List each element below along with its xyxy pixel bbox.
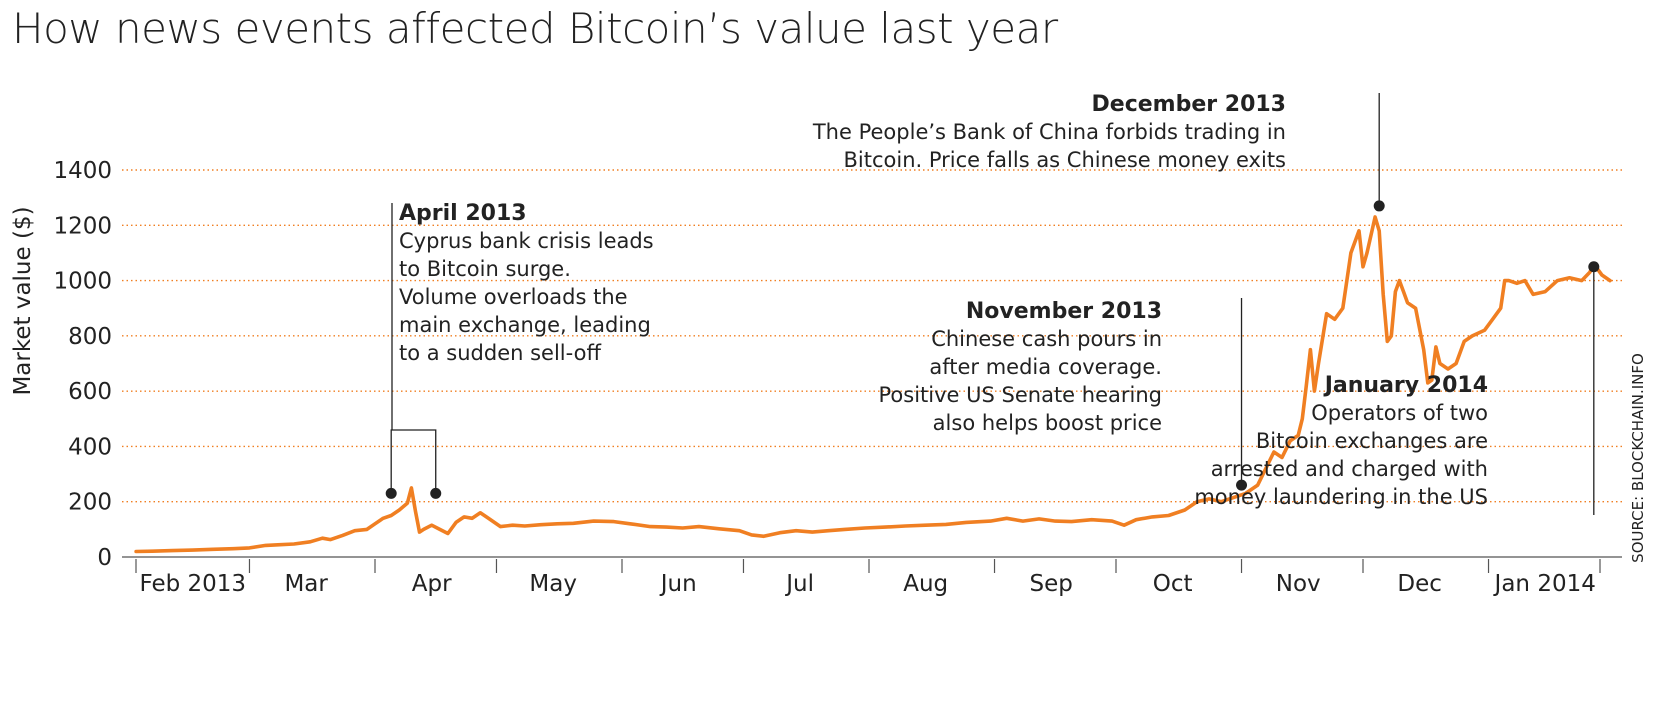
x-tick-label: Aug: [903, 571, 948, 597]
annotation-text: The People’s Bank of China forbids tradi…: [812, 120, 1286, 144]
annotation-text: Volume overloads the: [399, 285, 628, 309]
x-axis: Feb 2013 Mar Apr May Jun Jul Aug Sep Oct Nov Dec Ja…: [122, 556, 1622, 597]
annotation-text: Cyprus bank crisis leads: [399, 229, 654, 253]
chart-title: How news events affected Bitcoin’s value…: [12, 4, 1058, 53]
x-tick-label: Jan 2014: [1493, 571, 1596, 597]
x-tick-label: May: [529, 571, 577, 597]
x-tick-label: Jun: [659, 571, 697, 597]
annotation-text: Bitcoin exchanges are: [1256, 429, 1488, 453]
y-tick-label: 600: [68, 379, 112, 405]
annotation-marker: [1373, 200, 1385, 212]
annotation-text: main exchange, leading: [399, 313, 651, 337]
price-line: [134, 215, 1612, 554]
annotation-marker: [1588, 261, 1600, 273]
x-tick-label: Oct: [1153, 571, 1193, 597]
x-tick-label: Mar: [284, 571, 328, 597]
y-tick-label: 1200: [53, 213, 112, 239]
y-axis-label: Market value ($): [10, 206, 36, 395]
source-note: SOURCE: BLOCKCHAIN.INFO: [1629, 353, 1647, 563]
annotation-marker: [430, 487, 442, 499]
annotation-marker: [1236, 479, 1248, 491]
x-tick-label: Nov: [1276, 571, 1321, 597]
y-tick-label: 1400: [53, 158, 112, 184]
annotation-text: Bitcoin. Price falls as Chinese money ex…: [844, 148, 1287, 172]
annotation-heading: November 2013: [966, 299, 1162, 324]
annotation-text: Operators of two: [1311, 401, 1488, 425]
y-tick-label: 0: [97, 545, 112, 571]
annotation-text: arrested and charged with: [1211, 457, 1488, 481]
x-tick-label: Apr: [412, 571, 452, 597]
y-tick-label: 400: [68, 434, 112, 460]
annotations-layer: April 2013 Cyprus bank crisis leads to Bit…: [385, 92, 1600, 515]
annotation-heading: December 2013: [1092, 92, 1286, 117]
annotation-text: to a sudden sell-off: [399, 341, 601, 365]
annotation-text: to Bitcoin surge.: [399, 257, 571, 281]
series-layer: [134, 215, 1612, 554]
x-tick-label: Dec: [1397, 571, 1442, 597]
annotation-text: also helps boost price: [933, 411, 1162, 435]
bracket-line: [390, 429, 437, 494]
x-tick-label: Jul: [784, 571, 814, 597]
annotation-heading: January 2014: [1323, 373, 1488, 398]
annotation-text: money laundering in the US: [1194, 485, 1488, 509]
annotation-marker: [385, 487, 397, 499]
y-tick-label: 800: [68, 324, 112, 350]
annotation-heading: April 2013: [399, 201, 527, 226]
x-tick-label: Feb 2013: [139, 571, 246, 597]
annotation-text: after media coverage.: [929, 355, 1162, 379]
y-tick-label: 200: [68, 490, 112, 516]
x-tick-label: Sep: [1030, 571, 1073, 597]
annotation-text: Positive US Senate hearing: [879, 383, 1162, 407]
y-tick-label: 1000: [53, 269, 112, 295]
annotation-text: Chinese cash pours in: [931, 327, 1162, 351]
y-axis: 0 200 400 600 800 1000 1200 1400: [53, 158, 112, 571]
